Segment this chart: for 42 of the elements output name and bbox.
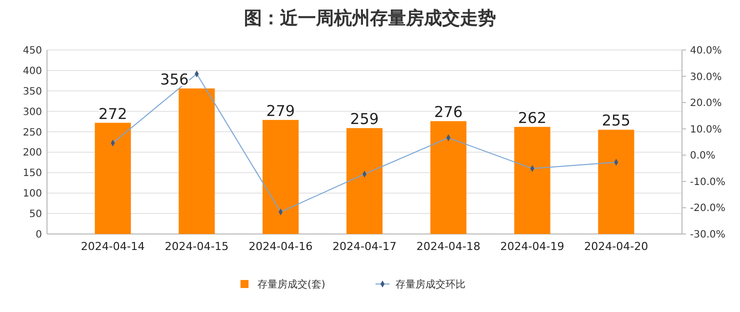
- y2-tick-label: 30.0%: [690, 72, 722, 83]
- legend-label: 存量房成交环比: [396, 278, 466, 290]
- x-tick-label: 2024-04-17: [332, 240, 396, 253]
- data-label: 255: [602, 112, 630, 130]
- x-tick-label: 2024-04-18: [416, 240, 480, 253]
- y2-tick-label: 40.0%: [690, 46, 722, 56]
- x-tick-label: 2024-04-19: [500, 240, 564, 253]
- bar: [430, 121, 466, 234]
- bar: [94, 122, 131, 234]
- x-tick-label: 2024-04-14: [80, 240, 145, 253]
- y-tick-label: 400: [22, 66, 42, 77]
- y-tick-label: 150: [22, 168, 42, 180]
- y-tick-label: 200: [22, 148, 42, 159]
- x-tick-label: 2024-04-16: [248, 240, 313, 253]
- y2-tick-label: -30.0%: [690, 230, 726, 240]
- data-label: 262: [518, 108, 547, 127]
- y2-tick-label: -10.0%: [690, 176, 726, 188]
- data-label: 276: [434, 103, 463, 122]
- chart-title: 图：近一周杭州存量房成交走势: [244, 8, 496, 29]
- legend-label: 存量房成交(套): [258, 278, 326, 290]
- bar: [262, 120, 299, 234]
- bar: [178, 88, 215, 234]
- data-label: 279: [266, 102, 295, 120]
- bar: [514, 126, 550, 234]
- y-tick-label: 250: [22, 127, 42, 138]
- y-tick-label: 0: [36, 230, 42, 240]
- y-tick-label: 100: [22, 188, 42, 200]
- y2-tick-label: 20.0%: [690, 98, 722, 110]
- y-tick-label: 450: [22, 46, 42, 56]
- x-tick-label: 2024-04-15: [164, 240, 229, 253]
- y-tick-label: 300: [22, 106, 42, 118]
- data-label: 259: [350, 110, 379, 128]
- y2-tick-label: -20.0%: [690, 203, 726, 214]
- y2-tick-label: 10.0%: [690, 124, 722, 136]
- data-label: 356: [160, 70, 189, 88]
- x-tick-label: 2024-04-20: [584, 240, 648, 253]
- y-tick-label: 50: [29, 209, 42, 220]
- y-tick-label: 350: [22, 86, 42, 98]
- y2-tick-label: 0.0%: [690, 150, 716, 162]
- data-label: 272: [98, 104, 128, 123]
- bar: [598, 130, 634, 234]
- bar: [346, 128, 383, 234]
